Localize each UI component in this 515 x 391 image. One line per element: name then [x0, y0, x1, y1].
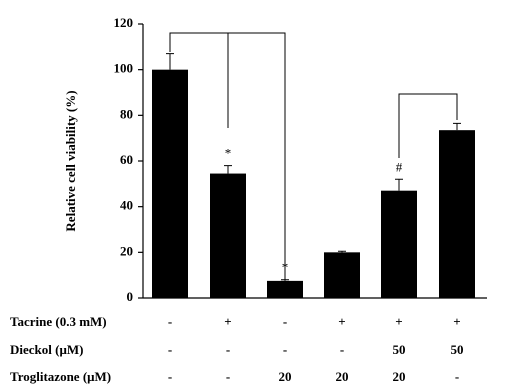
- annotation: *: [282, 260, 289, 275]
- significance-bracket: [398, 93, 458, 158]
- condition-value: -: [455, 369, 459, 384]
- condition-value: 20: [279, 369, 292, 384]
- significance-bracket: [169, 32, 286, 280]
- y-tick-label: 80: [120, 106, 133, 121]
- annotation: #: [396, 159, 403, 174]
- condition-value: -: [168, 314, 172, 329]
- error-bar: [166, 53, 174, 70]
- condition-value: -: [283, 342, 287, 357]
- condition-value: 20: [393, 369, 406, 384]
- y-axis-label: Relative cell viability (%): [63, 90, 78, 231]
- error-bar: [453, 122, 461, 131]
- bar: [152, 69, 188, 299]
- bar: [210, 173, 246, 298]
- condition-value: -: [168, 342, 172, 357]
- condition-value: +: [453, 314, 460, 329]
- condition-value: +: [338, 314, 345, 329]
- condition-value: -: [226, 342, 230, 357]
- y-tick-label: 40: [120, 198, 133, 213]
- bar: [267, 280, 303, 298]
- y-tick-label: 120: [114, 15, 134, 30]
- condition-value: 20: [336, 369, 349, 384]
- condition-value: -: [226, 369, 230, 384]
- bar: [439, 130, 475, 298]
- condition-value: +: [395, 314, 402, 329]
- y-tick-label: 0: [127, 289, 134, 304]
- condition-value: +: [224, 314, 231, 329]
- condition-value: -: [168, 369, 172, 384]
- error-bar: [395, 178, 403, 191]
- condition-label: Troglitazone (μM): [10, 369, 111, 384]
- condition-value: 50: [393, 342, 406, 357]
- annotation: *: [225, 146, 232, 161]
- condition-value: 50: [451, 342, 464, 357]
- condition-label: Dieckol (μM): [10, 342, 83, 357]
- error-bar: [224, 165, 232, 174]
- bar: [324, 252, 360, 298]
- condition-label: Tacrine (0.3 mM): [10, 314, 107, 329]
- y-tick-label: 100: [114, 61, 134, 76]
- y-tick-label: 60: [120, 152, 133, 167]
- bar: [381, 190, 417, 298]
- condition-value: -: [283, 314, 287, 329]
- error-bar: [281, 279, 289, 281]
- error-bar: [338, 250, 346, 253]
- y-tick-label: 20: [120, 243, 133, 258]
- condition-value: -: [340, 342, 344, 357]
